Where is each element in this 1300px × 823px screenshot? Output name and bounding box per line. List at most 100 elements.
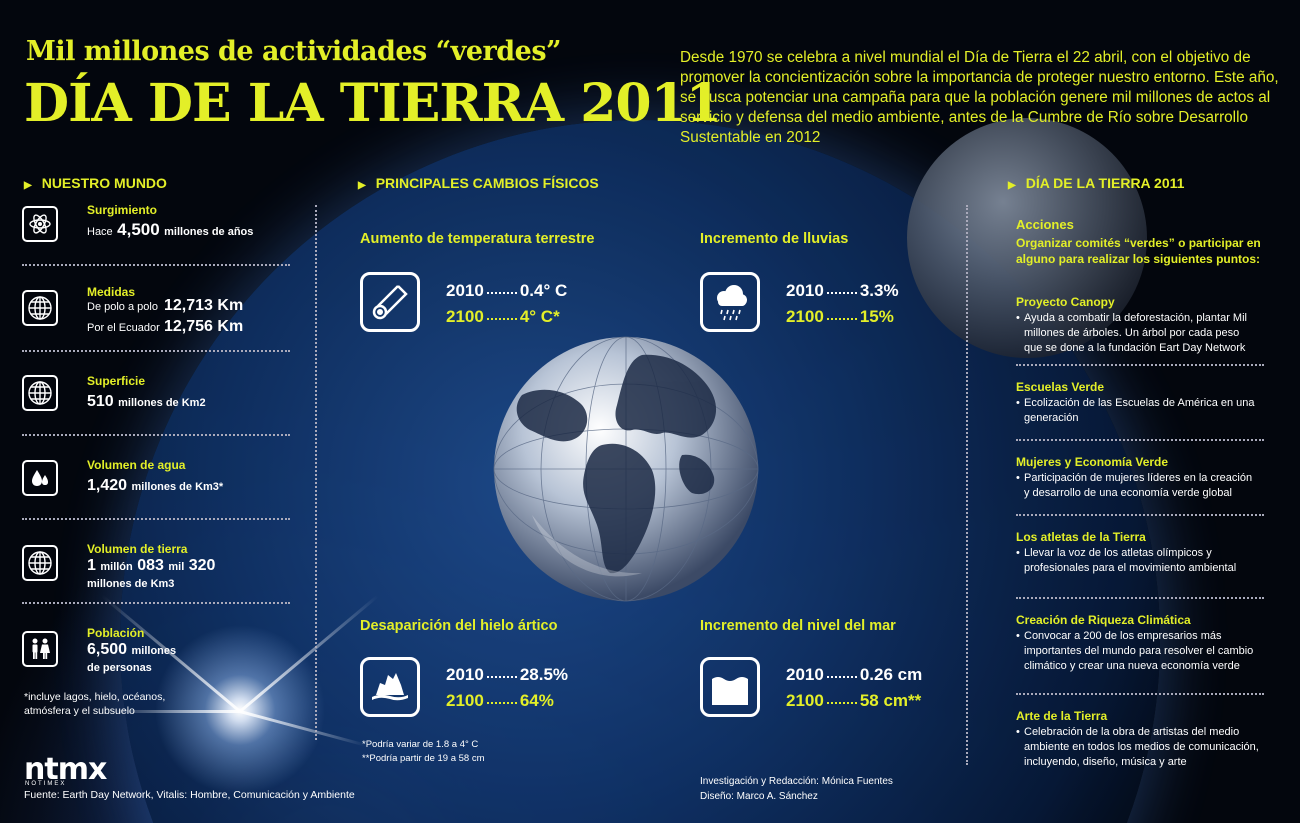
chevron-right-icon: ▶	[358, 180, 366, 191]
acciones-subtitle: Organizar comités “verdes” o participar …	[1016, 236, 1261, 250]
divider	[1016, 514, 1264, 516]
subtitle: Mil millones de actividades “verdes”	[26, 36, 562, 67]
action-description-line: y desarrollo de una economía verde globa…	[1024, 487, 1232, 499]
notimex-logo: ntmx	[24, 752, 107, 787]
divider	[1016, 693, 1264, 695]
divider	[1016, 364, 1264, 366]
action-description-line: millones de árboles. Un árbol por cada p…	[1024, 327, 1240, 339]
fact-label: Surgimiento	[87, 203, 158, 217]
fact-sublabel: De polo a polo	[87, 301, 158, 313]
thermometer-icon	[360, 272, 420, 332]
bullet-icon: •	[1016, 726, 1020, 738]
footnote-left: *incluye lagos, hielo, océanos, atmósfer…	[24, 691, 166, 717]
fact-unit: millones de años	[164, 226, 254, 238]
action-title: Los atletas de la Tierra	[1016, 530, 1146, 544]
action-title: Creación de Riqueza Climática	[1016, 613, 1191, 627]
action-description-line: incluyendo, diseño, música y arte	[1024, 756, 1187, 768]
fact-unit: millones de Km3*	[131, 481, 224, 493]
divider	[22, 518, 290, 520]
action-description-line: generación	[1024, 412, 1079, 424]
acciones-heading: Acciones	[1016, 217, 1074, 232]
section-heading-nuestro-mundo: ▶ NUESTRO MUNDO	[24, 175, 167, 191]
globe-icon	[22, 545, 58, 581]
fact-prefix: Hace	[87, 226, 113, 238]
globe-icon	[22, 290, 58, 326]
fact-value: 083	[137, 557, 164, 574]
action-description-line: • Ecolización de las Escuelas de América …	[1016, 397, 1255, 409]
change-row-2010: 2010 0.26 cm	[786, 665, 923, 684]
section-heading-cambios: ▶ PRINCIPALES CAMBIOS FÍSICOS	[358, 175, 599, 191]
bullet-icon: •	[1016, 397, 1020, 409]
action-description-line: • Participación de mujeres líderes en la …	[1016, 472, 1253, 484]
section-heading-dia-tierra: ▶ DÍA DE LA TIERRA 2011	[1008, 175, 1185, 191]
fact-unit: de personas	[87, 662, 152, 674]
action-description: • Llevar la voz de los atletas olímpicos …	[1016, 546, 1266, 576]
footnote-middle: *Podría variar de 1.8 a 4° C **Podría pa…	[362, 739, 485, 764]
change-title-lluvias: Incremento de lluvias	[700, 231, 849, 247]
divider	[1016, 597, 1264, 599]
action-description-line: importantes del mundo para resolver el c…	[1024, 645, 1254, 657]
main-title: DÍA DE LA TIERRA 2011	[24, 73, 722, 134]
fact-unit: millones de Km2	[118, 397, 206, 409]
change-row-2100: 2100 64%	[446, 691, 554, 710]
action-description-line: profesionales para el movimiento ambient…	[1024, 562, 1237, 574]
acciones-subtitle: alguno para realizar los siguientes punt…	[1016, 252, 1261, 266]
action-description: • Celebración de la obra de artistas del …	[1016, 725, 1266, 770]
action-description-line: • Ayuda a combatir la deforestación, plan…	[1016, 312, 1247, 324]
change-title-mar: Incremento del nivel del mar	[700, 618, 896, 634]
action-description-line: climático y crear una nueva economía ver…	[1024, 660, 1240, 672]
fact-value: 6,500	[87, 641, 128, 658]
fact-unit: millón	[100, 561, 133, 573]
rain-cloud-icon	[700, 272, 760, 332]
fact-value: 12,756 Km	[164, 318, 244, 335]
bullet-icon: •	[1016, 630, 1020, 642]
action-title: Arte de la Tierra	[1016, 709, 1108, 723]
fact-unit: millones	[131, 645, 177, 657]
chevron-right-icon: ▶	[24, 180, 32, 191]
credits: Investigación y Redacción: Mónica Fuente…	[700, 776, 893, 802]
bullet-icon: •	[1016, 312, 1020, 324]
action-description-line: que se done a la fundación Eart Day Netw…	[1024, 342, 1246, 354]
action-title: Escuelas Verde	[1016, 380, 1105, 394]
fact-unit: mil	[168, 561, 185, 573]
action-description: • Ayuda a combatir la deforestación, plan…	[1016, 311, 1266, 356]
fact-value: 4,500	[117, 220, 160, 239]
change-row-2100: 2100 4° C*	[446, 307, 560, 326]
moon-image	[907, 118, 1147, 358]
fact-sublabel: Por el Ecuador	[87, 322, 160, 334]
divider	[22, 602, 290, 604]
divider	[22, 350, 290, 352]
action-description-line: • Celebración de la obra de artistas del …	[1016, 726, 1240, 738]
iceberg-icon	[360, 657, 420, 717]
bullet-icon: •	[1016, 547, 1020, 559]
fact-label: Superficie	[87, 374, 146, 388]
change-title-hielo: Desaparición del hielo ártico	[360, 618, 558, 634]
fact-value: 1	[87, 557, 96, 574]
change-row-2010: 2010 0.4° C	[446, 281, 568, 300]
column-divider	[966, 205, 968, 765]
fact-value: 510	[87, 393, 114, 410]
fact-value: 1,420	[87, 477, 128, 494]
fact-unit: millones de Km3	[87, 578, 175, 590]
action-description-line: ambiente en todos los medios de comunica…	[1024, 741, 1259, 753]
divider	[22, 434, 290, 436]
action-description: • Convocar a 200 de los empresarios más im…	[1016, 629, 1266, 674]
globe-icon	[22, 375, 58, 411]
action-description-line: • Convocar a 200 de los empresarios más	[1016, 630, 1222, 642]
change-row-2010: 2010 28.5%	[446, 665, 569, 684]
divider	[1016, 439, 1264, 441]
action-title: Mujeres y Economía Verde	[1016, 455, 1169, 469]
action-description: • Ecolización de las Escuelas de América …	[1016, 396, 1266, 426]
globe-illustration	[493, 336, 759, 602]
action-description: • Participación de mujeres líderes en la …	[1016, 471, 1266, 501]
source-credit: Fuente: Earth Day Network, Vitalis: Homb…	[24, 789, 355, 801]
change-row-2010: 2010 3.3%	[786, 281, 899, 300]
action-title: Proyecto Canopy	[1016, 295, 1115, 309]
fact-value: 320	[188, 557, 216, 574]
fact-value: 12,713 Km	[164, 297, 244, 314]
bullet-icon: •	[1016, 472, 1020, 484]
intro-paragraph: Desde 1970 se celebra a nivel mundial el…	[680, 49, 1279, 146]
people-icon	[22, 631, 58, 667]
change-row-2100: 2100 15%	[786, 307, 894, 326]
